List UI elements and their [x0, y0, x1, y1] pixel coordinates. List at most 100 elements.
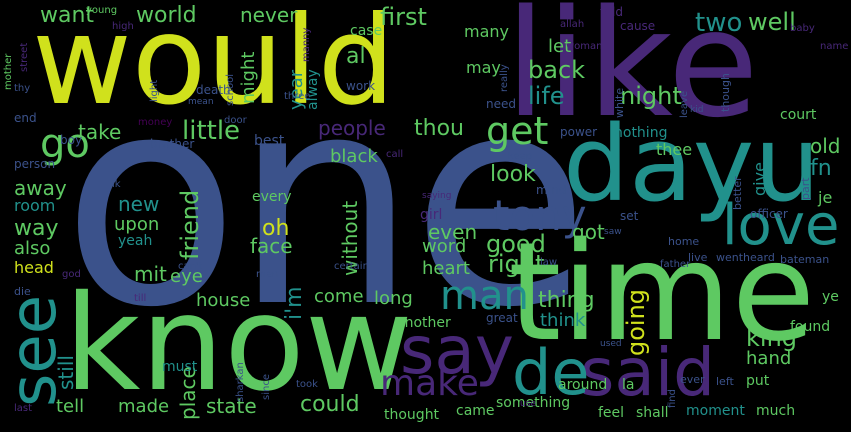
- word-since: since: [261, 374, 272, 400]
- word-moment: moment: [686, 403, 745, 419]
- word-head: head: [14, 258, 54, 277]
- word-set: set: [620, 209, 639, 223]
- word-name: name: [820, 41, 849, 52]
- word-found: found: [790, 319, 831, 335]
- word-may: may: [466, 58, 501, 77]
- word-ye: ye: [822, 289, 839, 305]
- word-like: like: [505, 0, 759, 150]
- word-home: home: [668, 235, 700, 248]
- word-ever: ever: [680, 373, 705, 386]
- word-die: die: [14, 285, 31, 298]
- word-people: people: [318, 116, 386, 140]
- word-upon: upon: [114, 214, 160, 235]
- word-still: still: [54, 355, 78, 390]
- word-thy: thy: [14, 83, 31, 94]
- word-make: make: [380, 363, 479, 404]
- word-back: back: [528, 56, 586, 84]
- word-leave: leave: [679, 90, 690, 118]
- word-word: word: [422, 236, 467, 257]
- word-allah: allah: [560, 19, 585, 30]
- word-let: let: [548, 36, 572, 57]
- word-saying: saying: [422, 191, 452, 201]
- word-baby: baby: [790, 23, 815, 34]
- word-think: think: [540, 310, 586, 331]
- word-de: de: [512, 336, 590, 409]
- word-al: al: [346, 44, 366, 69]
- word-say: say: [400, 312, 514, 389]
- word-fn: fn: [810, 156, 832, 181]
- word-something: something: [496, 395, 571, 411]
- word-nothing: nothing: [614, 125, 668, 141]
- word-father: father: [660, 259, 691, 270]
- word-really: really: [499, 64, 510, 92]
- word-person: person: [14, 157, 56, 171]
- word-face: face: [250, 234, 293, 258]
- word-tell: tell: [56, 396, 85, 417]
- word-mean: mean: [188, 97, 214, 107]
- word-two: two: [695, 8, 743, 38]
- word-also: also: [14, 238, 51, 259]
- word-even: even: [428, 220, 478, 244]
- word-mother: mother: [3, 53, 14, 90]
- word-oh: oh: [262, 216, 290, 241]
- word-eye: eye: [170, 266, 203, 287]
- word-time: time: [508, 214, 816, 372]
- word-could: could: [300, 392, 360, 417]
- word-mit: mit: [134, 262, 167, 286]
- word-high: high: [112, 21, 134, 32]
- word-sharkan: sharkan: [235, 362, 246, 402]
- word-good: good: [486, 230, 546, 258]
- word-might: might: [238, 51, 259, 104]
- word-thou: thou: [414, 116, 464, 141]
- word-away: away: [14, 176, 67, 200]
- word-court: court: [780, 107, 817, 123]
- word-manny: manny: [301, 27, 312, 62]
- word-way: way: [14, 216, 59, 241]
- word-hand: hand: [746, 348, 792, 369]
- word-find: find: [667, 389, 678, 408]
- word-school: school: [225, 73, 236, 106]
- word-first: first: [380, 3, 427, 31]
- word-end: end: [14, 111, 37, 125]
- word-power: power: [560, 125, 598, 139]
- word-mind: mind: [536, 183, 567, 197]
- word-going: going: [622, 288, 650, 356]
- word-bateman: bateman: [780, 253, 830, 266]
- word-shall: shall: [636, 405, 669, 421]
- word-cause: cause: [620, 19, 656, 33]
- word-many: many: [464, 22, 509, 41]
- word-last: last: [14, 403, 33, 414]
- word-well: well: [748, 8, 796, 36]
- word-alway: alway: [305, 69, 321, 110]
- word-thee: thee: [656, 140, 693, 159]
- word-house: house: [196, 290, 251, 311]
- word-je: je: [818, 188, 833, 207]
- word-new: new: [118, 192, 160, 216]
- word-wentheard: wentheard: [716, 251, 775, 264]
- word-made: made: [118, 396, 170, 417]
- word-put: put: [746, 373, 770, 389]
- word-tony: tony: [493, 191, 587, 240]
- word-need: need: [486, 97, 516, 111]
- word-light: light: [149, 79, 160, 102]
- word-right: right: [488, 250, 545, 278]
- word-go: go: [40, 121, 90, 167]
- word-street: street: [19, 42, 30, 72]
- word-la: la: [622, 377, 635, 393]
- word-one: one: [62, 34, 590, 371]
- word-god: god: [62, 269, 81, 280]
- word-great: great: [486, 311, 518, 325]
- word-better: better: [731, 176, 744, 210]
- word-love: love: [722, 193, 840, 258]
- word-look: look: [490, 162, 536, 187]
- word-heart: heart: [422, 258, 470, 279]
- word-white: white: [613, 87, 626, 118]
- word-dayu: dayu: [563, 103, 821, 225]
- word-best: best: [254, 133, 285, 149]
- word-brother: brother: [150, 137, 195, 151]
- word-saw: saw: [604, 227, 622, 237]
- word-young: young: [86, 5, 118, 16]
- word-king: king: [746, 324, 798, 352]
- word-money: money: [138, 117, 173, 128]
